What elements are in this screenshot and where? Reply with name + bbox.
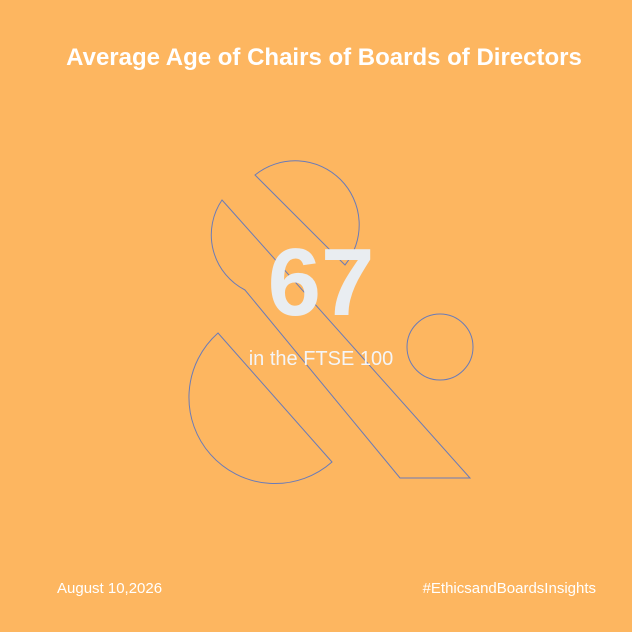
subtitle: in the FTSE 100 <box>248 348 394 370</box>
small-circle <box>406 313 474 381</box>
upper-half-disc <box>254 160 360 266</box>
lower-half-disc <box>188 332 333 485</box>
hashtag: #EthicsandBoardsInsights <box>422 580 596 597</box>
diagonal-band <box>210 199 472 479</box>
headline-number: 67 <box>267 229 375 336</box>
date: August 10,2026 <box>57 580 163 597</box>
title: Average Age of Chairs of Boards of Direc… <box>66 44 582 71</box>
